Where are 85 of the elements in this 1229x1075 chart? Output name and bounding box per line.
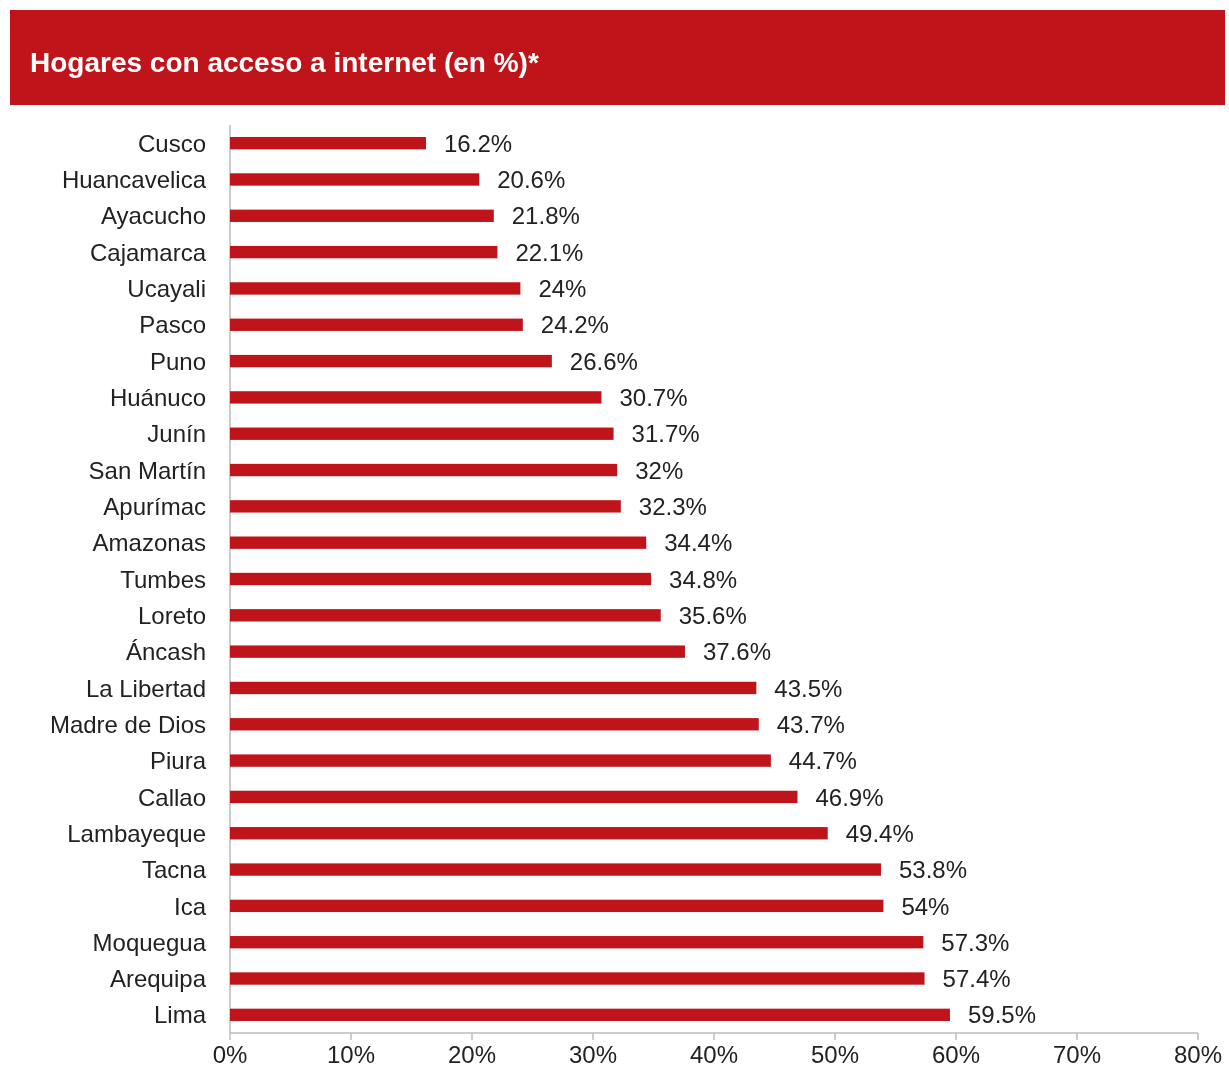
data-label: 53.8% [898,856,968,884]
bar [230,209,494,222]
data-label: 46.9% [815,783,884,811]
x-tick-label: 50% [810,1041,860,1068]
data-label: 16.2% [444,129,513,157]
data-label: 24% [538,275,587,303]
bar [230,500,621,513]
bar [230,754,771,767]
y-tick-label: Ucayali [127,275,206,303]
bar [230,645,685,658]
y-tick-label: Ica [173,892,207,920]
data-label: 57.4% [942,965,1011,993]
bar [230,391,602,404]
data-label: 57.3% [941,928,1010,956]
data-label: 44.7% [788,747,857,775]
data-label: 43.7% [776,710,845,738]
y-tick-label: Callao [137,783,206,811]
y-tick-label: Áncash [125,638,206,666]
y-tick-label: Lambayeque [67,819,206,847]
x-tick-label: 60% [931,1041,981,1068]
bar [230,827,828,840]
bar [230,572,652,586]
bar [230,463,618,477]
data-label: 31.7% [631,420,700,448]
y-tick-label: Puno [149,347,206,375]
x-tick-label: 80% [1173,1041,1223,1068]
y-tick-label: Lima [153,1001,207,1029]
y-tick-label: Tacna [141,856,207,884]
bar [230,972,925,985]
y-tick-label: Cusco [137,129,206,157]
bar [230,609,661,622]
x-tick-label: 10% [326,1041,376,1068]
x-tick-label: 20% [447,1041,497,1068]
y-tick-label: Moquegua [92,928,207,956]
bar [230,173,480,186]
y-tick-label: Huánuco [109,384,206,412]
bar [230,790,798,804]
data-label: 43.5% [774,674,843,702]
bar [230,936,924,949]
data-label: 54% [901,892,950,920]
data-label: 37.6% [702,638,772,666]
y-tick-label: San Martín [88,456,206,484]
y-tick-label: Apurímac [103,493,206,520]
y-tick-label: Amazonas [92,529,206,557]
x-tick-label: 70% [1052,1041,1102,1068]
bar [230,899,884,913]
y-tick-label: Cajamarca [89,238,207,266]
y-tick-label: La Libertad [85,674,206,702]
bar [230,536,647,549]
data-label: 32% [635,456,684,484]
bar [230,427,614,440]
y-tick-label: Ayacucho [101,202,206,230]
bar [230,863,881,876]
data-label: 26.6% [569,347,638,375]
data-label: 34.4% [664,529,733,557]
data-label: 59.5% [967,1001,1037,1029]
y-tick-label: Pasco [139,311,206,339]
y-tick-label: Loreto [137,601,206,629]
bar [230,718,759,731]
y-tick-label: Piura [149,747,207,775]
y-tick-label: Junín [147,420,206,448]
y-tick-label: Madre de Dios [49,710,206,738]
data-label: 21.8% [511,202,580,230]
bar [230,245,498,259]
bar [230,1008,950,1022]
y-tick-label: Arequipa [109,965,207,993]
bar [230,282,521,295]
y-tick-label: Tumbes [120,565,206,593]
data-label: 30.7% [619,384,688,412]
data-label: 34.8% [669,565,738,593]
chart-title: Hogares con acceso a internet (en %)* [30,46,539,78]
data-label: 20.6% [497,166,566,194]
bar [230,136,427,150]
data-label: 24.2% [540,311,609,339]
data-label: 35.6% [678,601,747,629]
bar [230,318,523,331]
x-tick-label: 0% [212,1041,248,1068]
x-tick-label: 40% [689,1041,739,1068]
bar [230,681,757,695]
x-tick-label: 30% [568,1041,618,1068]
data-label: 22.1% [515,238,584,266]
bar [230,354,552,368]
data-label: 32.3% [638,493,707,520]
y-tick-label: Huancavelica [61,166,207,194]
data-label: 49.4% [845,819,914,847]
